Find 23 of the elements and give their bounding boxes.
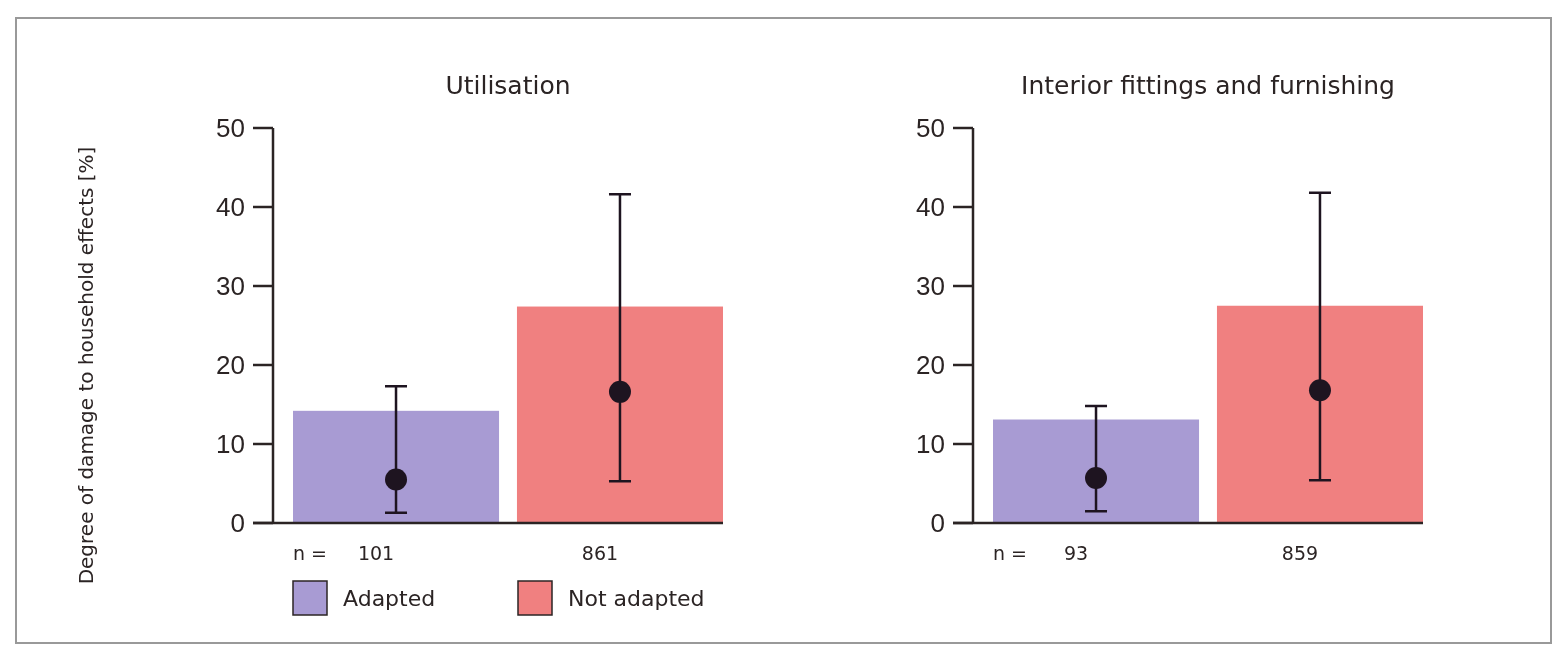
y-axis-title: Degree of damage to household effects [%] xyxy=(74,146,98,585)
y-tick-label: 30 xyxy=(916,271,945,302)
text: n = xyxy=(293,542,328,564)
y-tick-label: 40 xyxy=(916,192,945,223)
y-tick-label: 20 xyxy=(216,350,245,381)
y-tick-label: 20 xyxy=(916,350,945,381)
x-tick-label: 93 xyxy=(1063,542,1089,564)
legend-label: Not adapted xyxy=(568,585,705,611)
y-tick-label: 50 xyxy=(216,113,245,144)
y-tick-label: 40 xyxy=(216,192,245,223)
x-tick-label: 101 xyxy=(357,542,395,564)
y-tick-label: 10 xyxy=(216,429,245,460)
y-tick-label: 10 xyxy=(916,429,945,460)
x-tick-label: 861 xyxy=(581,542,619,564)
legend-label: Adapted xyxy=(343,585,436,611)
y-tick-label: 0 xyxy=(930,508,945,539)
y-tick-label: 30 xyxy=(216,271,245,302)
y-tick-label: 50 xyxy=(916,113,945,144)
chart-title: Utilisation xyxy=(445,71,571,100)
chart-title: Interior fittings and furnishing xyxy=(1021,71,1395,100)
text: n = xyxy=(993,542,1028,564)
y-tick-label: 0 xyxy=(230,508,245,539)
x-tick-label: 859 xyxy=(1281,542,1319,564)
